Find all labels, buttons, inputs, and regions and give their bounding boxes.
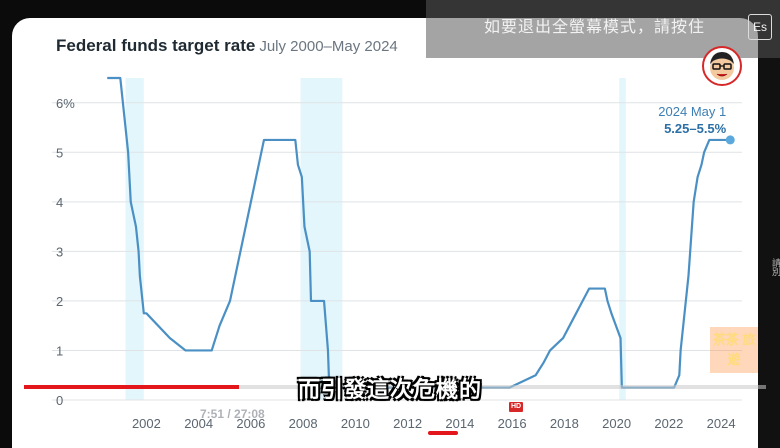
- x-tick-label: 2016: [498, 416, 527, 431]
- fullscreen-notice-text: 如要退出全螢幕模式，請按住: [484, 19, 706, 36]
- x-tick-label: 2024: [707, 416, 736, 431]
- avatar[interactable]: [702, 46, 742, 86]
- chart-panel: Federal funds target rate July 2000–May 2…: [12, 18, 758, 448]
- annotation-date: 2024 May 1: [658, 104, 726, 119]
- x-tick-label: 2018: [550, 416, 579, 431]
- x-tick-label: 2010: [341, 416, 370, 431]
- hd-badge: HD: [509, 402, 523, 412]
- y-tick-label: 5: [56, 145, 63, 160]
- side-panel: [758, 58, 780, 448]
- y-tick-label: 2: [56, 294, 63, 309]
- y-tick-label: 1: [56, 343, 63, 358]
- x-tick-label: 2004: [184, 416, 213, 431]
- y-tick-label: 4: [56, 195, 63, 210]
- side-panel-text: 請別: [771, 258, 780, 276]
- endpoint-marker: [725, 135, 735, 145]
- x-tick-label: 2006: [236, 416, 265, 431]
- y-tick-label: 0: [56, 393, 63, 408]
- x-tick-label: 2020: [602, 416, 631, 431]
- x-tick-label: 2008: [289, 416, 318, 431]
- recession-band: [619, 78, 626, 400]
- video-caption: 而引發這次危機的: [297, 377, 482, 402]
- y-tick-label: 3: [56, 244, 63, 259]
- chapter-marker[interactable]: [428, 431, 458, 435]
- annotation-value: 5.25–5.5%: [664, 121, 727, 136]
- recession-band: [125, 78, 144, 400]
- chart-plot: 0 1 2 3 4 5 6% 2002 2004 2006 2008 2010 2012 2014 2016…: [52, 76, 742, 431]
- x-tick-label: 2002: [132, 416, 161, 431]
- chart-subtitle: July 2000–May 2024: [259, 38, 398, 55]
- x-tick-label: 2022: [654, 416, 683, 431]
- time-display: 7:51 / 27:08: [200, 407, 265, 421]
- series-line: [107, 76, 731, 389]
- cartoon-face-icon: [710, 52, 734, 80]
- channel-watermark: 茶茶 旅遊: [710, 327, 758, 373]
- y-tick-label: 6%: [56, 96, 75, 111]
- exit-key-badge: Es: [748, 14, 772, 40]
- progress-bar[interactable]: [24, 385, 766, 389]
- progress-bar-played: [24, 385, 240, 389]
- x-tick-label: 2012: [393, 416, 422, 431]
- chart-title: Federal funds target rate July 2000–May 2…: [56, 36, 398, 56]
- chart-title-text: Federal funds target rate: [56, 36, 256, 55]
- x-tick-label: 2014: [445, 416, 474, 431]
